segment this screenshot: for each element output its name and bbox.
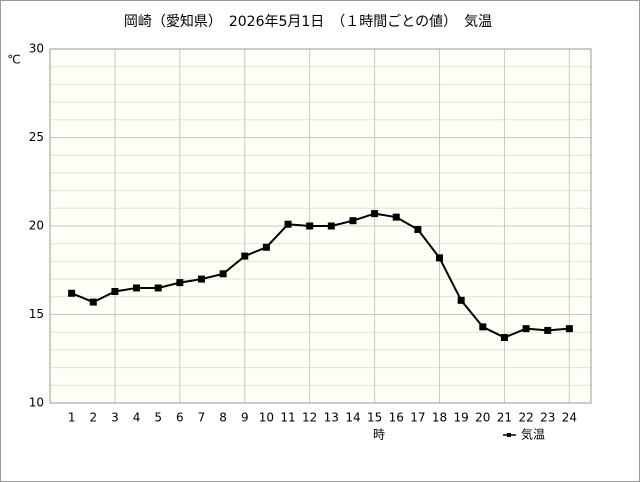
point xyxy=(371,210,379,218)
point xyxy=(522,325,530,333)
y-tick-label: 10 xyxy=(29,396,44,410)
point xyxy=(154,284,162,292)
y-tick-label: 20 xyxy=(29,219,44,233)
x-tick-label: 4 xyxy=(133,411,141,425)
series-line xyxy=(71,212,570,339)
x-tick-label: 3 xyxy=(111,411,119,425)
point xyxy=(392,213,400,221)
point xyxy=(414,226,422,234)
plot-border xyxy=(49,48,592,404)
x-tick-label: 17 xyxy=(410,411,425,425)
y-unit: ℃ xyxy=(7,53,20,67)
x-tick-label: 16 xyxy=(389,411,404,425)
x-tick-label: 1 xyxy=(68,411,76,425)
y-tick-label: 30 xyxy=(29,42,44,56)
y-tick-label: 15 xyxy=(29,307,44,321)
point xyxy=(262,243,270,251)
point xyxy=(219,270,227,278)
x-tick-label: 15 xyxy=(367,411,382,425)
x-tick-label: 9 xyxy=(241,411,249,425)
x-axis-label: 時 xyxy=(373,428,385,442)
x-tick-label: 5 xyxy=(154,411,162,425)
x-tick-label: 18 xyxy=(432,411,447,425)
legend-label: 気温 xyxy=(521,427,545,442)
x-tick-label: 12 xyxy=(302,411,317,425)
point xyxy=(349,217,357,225)
point xyxy=(565,325,573,333)
x-tick-label: 7 xyxy=(198,411,206,425)
point xyxy=(68,289,76,297)
x-tick-label: 22 xyxy=(518,411,533,425)
x-tick-label: 24 xyxy=(562,411,577,425)
point xyxy=(327,222,335,230)
x-tick-label: 6 xyxy=(176,411,184,425)
x-tick-label: 20 xyxy=(475,411,490,425)
x-tick-label: 8 xyxy=(219,411,227,425)
point xyxy=(284,220,292,228)
y-tick-label: 25 xyxy=(29,130,44,144)
point xyxy=(89,298,97,306)
point xyxy=(197,275,205,283)
x-tick-label: 11 xyxy=(280,411,295,425)
point xyxy=(544,326,552,334)
x-tick-label: 21 xyxy=(497,411,512,425)
x-tick-label: 13 xyxy=(324,411,339,425)
x-tick-label: 19 xyxy=(454,411,469,425)
legend-marker xyxy=(507,433,511,437)
point xyxy=(457,296,465,304)
chart-title: 岡崎（愛知県） 2026年5月1日 （１時間ごとの値） 気温 xyxy=(124,13,492,30)
point xyxy=(133,284,141,292)
point xyxy=(436,254,444,262)
point xyxy=(479,323,487,331)
x-tick-label: 14 xyxy=(345,411,360,425)
point xyxy=(500,334,508,342)
point xyxy=(176,279,184,287)
point xyxy=(241,252,249,260)
point xyxy=(306,222,314,230)
point xyxy=(111,287,119,295)
x-tick-label: 2 xyxy=(89,411,97,425)
x-tick-label: 10 xyxy=(259,411,274,425)
x-tick-label: 23 xyxy=(540,411,555,425)
